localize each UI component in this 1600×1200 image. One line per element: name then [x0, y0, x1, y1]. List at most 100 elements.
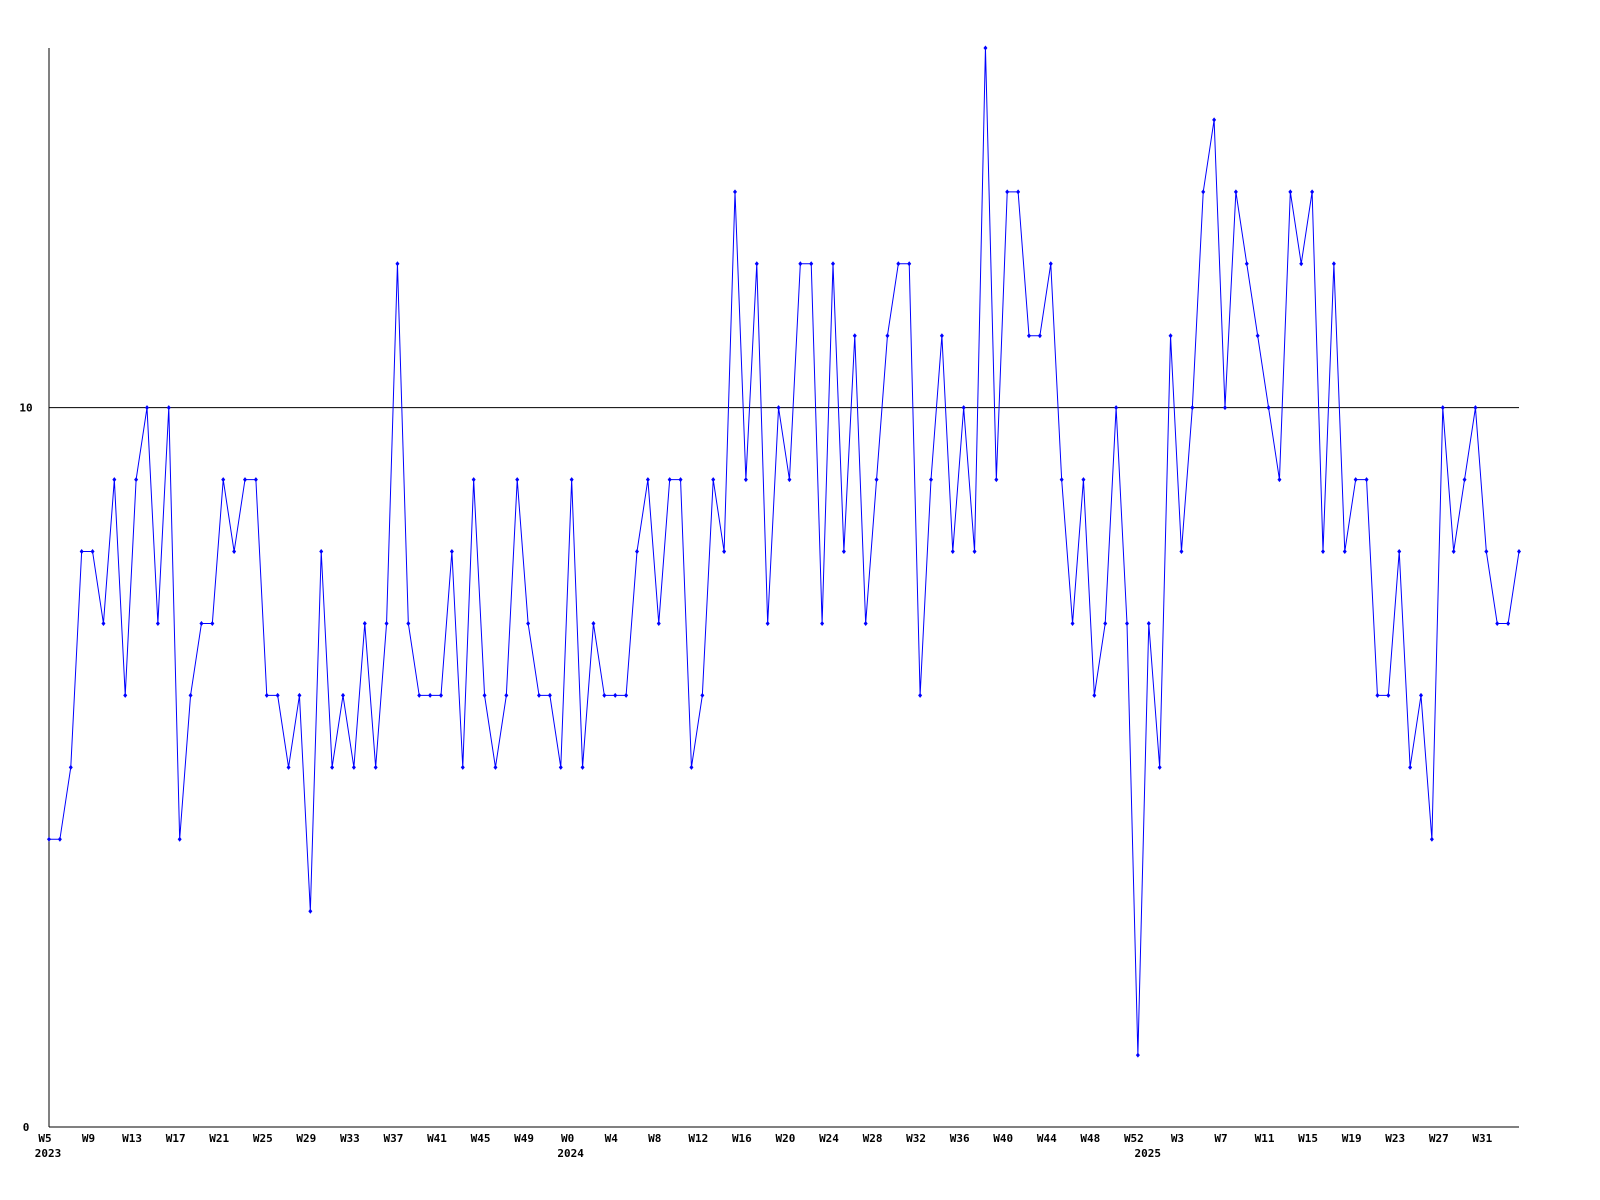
data-point: [1451, 549, 1456, 555]
data-point: [319, 549, 324, 555]
data-point: [939, 333, 944, 339]
data-point: [341, 692, 345, 698]
data-point: [351, 764, 356, 770]
x-tick-label: W32: [906, 1132, 926, 1145]
data-point: [863, 620, 868, 626]
data-point: [1244, 261, 1249, 267]
data-point: [482, 692, 487, 698]
data-point: [188, 692, 193, 698]
data-point: [232, 549, 237, 555]
data-point: [199, 620, 204, 626]
data-point: [994, 477, 999, 483]
data-point: [1429, 836, 1434, 842]
data-point: [1201, 189, 1206, 195]
x-tick-label: W52: [1124, 1132, 1144, 1145]
data-point: [591, 620, 596, 626]
data-point: [983, 45, 988, 51]
data-point: [1473, 405, 1478, 411]
data-point: [177, 836, 182, 842]
data-point: [1266, 405, 1271, 411]
year-label: 2024: [557, 1147, 584, 1160]
data-point: [1070, 620, 1075, 626]
x-tick-label: W20: [776, 1132, 796, 1145]
data-point: [1353, 477, 1358, 483]
data-point: [787, 477, 792, 483]
data-point: [101, 620, 106, 626]
data-point: [362, 620, 367, 626]
data-point: [1125, 620, 1129, 626]
data-point: [885, 333, 890, 339]
data-point: [1157, 764, 1162, 770]
data-point: [950, 549, 955, 555]
data-point: [1419, 692, 1423, 698]
data-point: [253, 477, 258, 483]
x-tick-label: W45: [471, 1132, 491, 1145]
year-label: 2025: [1135, 1147, 1162, 1160]
data-point: [1462, 477, 1467, 483]
data-point: [831, 261, 835, 267]
data-point: [1364, 477, 1369, 483]
data-point: [602, 692, 607, 698]
x-tick-label: W13: [122, 1132, 142, 1145]
data-point: [961, 405, 966, 411]
data-point: [1484, 549, 1489, 555]
x-tick-label: W24: [819, 1132, 839, 1145]
data-point: [1288, 189, 1293, 195]
data-point: [1146, 620, 1151, 626]
data-point: [537, 692, 541, 698]
data-point: [1059, 477, 1064, 483]
data-point: [841, 549, 846, 555]
x-tick-label: W29: [296, 1132, 316, 1145]
data-point: [972, 549, 977, 555]
data-point: [57, 836, 62, 842]
data-point: [221, 477, 226, 483]
data-point: [504, 692, 509, 698]
data-point: [1016, 189, 1021, 195]
data-point: [645, 477, 650, 483]
data-point: [874, 477, 879, 483]
data-point: [286, 764, 291, 770]
data-point: [243, 477, 247, 483]
y-tick-label: 0: [23, 1121, 30, 1134]
x-tick-label: W48: [1080, 1132, 1100, 1145]
data-point: [373, 764, 378, 770]
x-tick-label: W12: [688, 1132, 708, 1145]
data-point: [1375, 692, 1380, 698]
data-point: [68, 764, 73, 770]
x-tick-label: W41: [427, 1132, 447, 1145]
data-point: [471, 477, 476, 483]
data-point: [1179, 549, 1184, 555]
x-tick-label: W28: [863, 1132, 883, 1145]
data-point: [1092, 692, 1097, 698]
data-point: [79, 549, 84, 555]
data-point: [1048, 261, 1053, 267]
data-point: [1506, 620, 1511, 626]
data-point: [1135, 1052, 1140, 1058]
data-point: [809, 261, 814, 267]
data-point: [1233, 189, 1238, 195]
data-point: [896, 261, 901, 267]
data-point: [1212, 117, 1217, 123]
data-point: [112, 477, 117, 483]
x-tick-label: W36: [950, 1132, 970, 1145]
x-tick-label: W27: [1429, 1132, 1449, 1145]
data-point: [297, 692, 302, 698]
x-tick-label: W7: [1214, 1132, 1227, 1145]
data-point: [308, 908, 313, 914]
data-point: [275, 692, 280, 698]
x-tick-label: W40: [993, 1132, 1013, 1145]
data-point: [1081, 477, 1086, 483]
data-point: [1321, 549, 1325, 555]
data-point: [743, 477, 748, 483]
x-tick-label: W17: [166, 1132, 186, 1145]
data-point: [439, 692, 443, 698]
data-point: [1408, 764, 1413, 770]
x-tick-label: W21: [209, 1132, 229, 1145]
x-tick-label: W5: [38, 1132, 51, 1145]
data-point: [1495, 620, 1500, 626]
data-point: [1517, 549, 1521, 555]
x-tick-label: W9: [82, 1132, 95, 1145]
data-point: [852, 333, 857, 339]
x-tick-label: W8: [648, 1132, 661, 1145]
